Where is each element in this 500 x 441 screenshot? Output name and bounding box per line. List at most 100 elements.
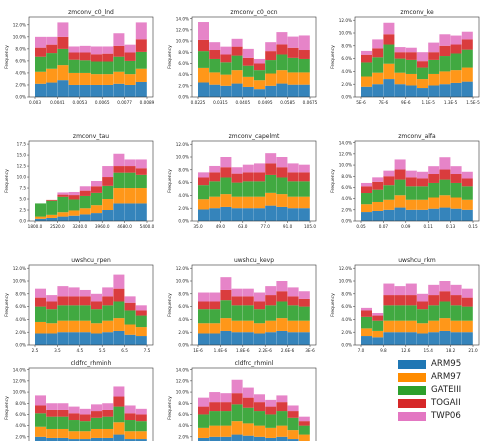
bar-uwshcu-rkm-arm97-6 bbox=[428, 320, 440, 333]
bar-zmconv-alfa-arm95-6 bbox=[428, 208, 440, 221]
bar-zmconv-alfa-gateiii-8 bbox=[450, 182, 462, 198]
bar-zmconv-ke-twp06-6 bbox=[428, 42, 440, 53]
xtick-label-zmconv-alfa-2: 0.09 bbox=[401, 224, 411, 229]
bar-zmconv-tau-twp06-2 bbox=[57, 192, 69, 195]
bar-cldfrc-rhminh-twp06-7 bbox=[113, 386, 125, 397]
ytick-label-uwshcu-rkm-1: 2.0% bbox=[341, 330, 352, 335]
bar-uwshcu-kevp-twp06-4 bbox=[242, 288, 254, 297]
bar-cldfrc-rhminl-arm95-4 bbox=[242, 435, 254, 441]
bar-uwshcu-rkm-gateiii-3 bbox=[394, 305, 406, 321]
ytick-label-zmconv-c0-lnd-3: 6.0% bbox=[15, 59, 26, 64]
bar-cldfrc-rhminh-arm97-8 bbox=[124, 431, 136, 440]
bar-uwshcu-rpen-togaii-9 bbox=[135, 310, 147, 316]
ytick-label-uwshcu-rpen-2: 4.0% bbox=[15, 317, 26, 322]
bar-cldfrc-rhminh-arm95-8 bbox=[124, 439, 136, 441]
bar-uwshcu-rkm-togaii-5 bbox=[417, 301, 428, 310]
bar-zmconv-ke-twp06-7 bbox=[439, 34, 451, 46]
bar-cldfrc-rhminl-twp06-4 bbox=[242, 387, 254, 398]
bar-uwshcu-kevp-arm97-6 bbox=[265, 320, 277, 333]
bar-uwshcu-kevp-gateiii-1 bbox=[209, 309, 221, 324]
bar-cldfrc-rhminl-gateiii-1 bbox=[209, 411, 221, 426]
bar-zmconv-ke-arm95-5 bbox=[417, 88, 428, 97]
bar-uwshcu-rpen-twp06-7 bbox=[113, 274, 125, 289]
bar-cldfrc-rhminl-gateiii-3 bbox=[231, 404, 243, 422]
xtick-label-zmconv-capelmt-4: 91.0 bbox=[283, 224, 293, 229]
ytick-label-zmconv-alfa-3: 6.0% bbox=[341, 185, 352, 190]
chart-title-uwshcu-rpen: uwshcu_rpen bbox=[71, 257, 111, 264]
bar-cldfrc-rhminh-arm95-4 bbox=[79, 439, 91, 441]
bar-zmconv-c0-lnd-togaii-6 bbox=[102, 53, 114, 62]
bar-uwshcu-rpen-twp06-2 bbox=[57, 286, 69, 297]
bar-cldfrc-rhminh-arm95-5 bbox=[91, 437, 102, 441]
ytick-label-cldfrc-rhminl-2: 4.0% bbox=[178, 423, 189, 428]
ytick-label-zmconv-capelmt-2: 4.0% bbox=[178, 193, 189, 198]
bar-zmconv-capelmt-twp06-2 bbox=[220, 157, 232, 168]
bar-cldfrc-rhminh-togaii-3 bbox=[68, 413, 80, 421]
bar-uwshcu-rpen-arm95-2 bbox=[57, 332, 69, 345]
bar-cldfrc-rhminl-gateiii-6 bbox=[265, 414, 277, 428]
bar-zmconv-capelmt-arm97-9 bbox=[298, 196, 310, 209]
bar-zmconv-ke-gateiii-5 bbox=[417, 67, 428, 80]
bar-uwshcu-rkm-arm95-4 bbox=[405, 332, 417, 345]
bar-uwshcu-rkm-twp06-1 bbox=[372, 313, 384, 316]
xtick-label-zmconv-tau-2: 3240.0 bbox=[72, 224, 87, 229]
bar-zmconv-alfa-arm97-2 bbox=[383, 199, 395, 210]
bar-zmconv-alfa-gateiii-1 bbox=[372, 189, 384, 202]
bar-zmconv-tau-togaii-7 bbox=[113, 166, 125, 173]
bar-zmconv-c0-ocn-gateiii-1 bbox=[209, 58, 221, 73]
bar-uwshcu-kevp-togaii-6 bbox=[265, 295, 277, 306]
bar-zmconv-tau-arm95-1 bbox=[46, 217, 58, 221]
bar-uwshcu-rpen-gateiii-8 bbox=[124, 310, 136, 325]
bar-cldfrc-rhminl-arm97-7 bbox=[276, 425, 288, 437]
xtick-label-zmconv-tau-0: 1800.0 bbox=[28, 224, 43, 229]
ytick-label-zmconv-c0-lnd-0: 0.0% bbox=[15, 95, 26, 100]
bar-zmconv-c0-lnd-arm95-8 bbox=[124, 84, 136, 97]
bar-uwshcu-kevp-togaii-9 bbox=[298, 298, 310, 307]
bar-cldfrc-rhminh-gateiii-7 bbox=[113, 406, 125, 423]
bar-zmconv-alfa-arm97-8 bbox=[450, 197, 462, 209]
bar-uwshcu-kevp-arm97-0 bbox=[198, 323, 209, 334]
bar-zmconv-capelmt-togaii-3 bbox=[231, 173, 243, 183]
bar-zmconv-capelmt-twp06-6 bbox=[265, 153, 277, 164]
bar-zmconv-ke-twp06-4 bbox=[405, 47, 417, 53]
bar-uwshcu-rpen-arm95-5 bbox=[91, 333, 102, 345]
bar-zmconv-tau-arm97-3 bbox=[68, 210, 80, 216]
bar-uwshcu-rkm-gateiii-8 bbox=[450, 305, 462, 321]
xtick-label-zmconv-c0-ocn-0: 0.0225 bbox=[191, 100, 206, 105]
bar-uwshcu-kevp-arm97-7 bbox=[276, 318, 288, 331]
bar-cldfrc-rhminl-twp06-9 bbox=[298, 416, 310, 422]
bar-uwshcu-rkm-gateiii-1 bbox=[372, 320, 384, 331]
xtick-label-uwshcu-rpen-2: 4.5 bbox=[76, 348, 83, 353]
ytick-label-zmconv-ke-5: 10.0% bbox=[339, 31, 352, 36]
ytick-label-uwshcu-kevp-6: 12.0% bbox=[176, 266, 189, 271]
bar-zmconv-c0-lnd-arm97-0 bbox=[35, 71, 46, 84]
bar-uwshcu-rkm-twp06-9 bbox=[461, 288, 473, 298]
ytick-label-zmconv-alfa-4: 8.0% bbox=[341, 174, 352, 179]
bar-zmconv-c0-lnd-arm95-7 bbox=[113, 83, 125, 97]
bar-uwshcu-rkm-arm95-7 bbox=[439, 330, 451, 345]
bar-cldfrc-rhminh-gateiii-3 bbox=[68, 420, 80, 432]
bar-zmconv-tau-twp06-9 bbox=[135, 159, 147, 169]
chart-title-zmconv-c0-lnd: zmconv_c0_lnd bbox=[68, 9, 114, 16]
bar-zmconv-c0-lnd-arm95-4 bbox=[79, 84, 91, 97]
bar-cldfrc-rhminl-arm97-5 bbox=[254, 425, 265, 437]
legend-swatch-arm97 bbox=[398, 372, 426, 382]
bar-zmconv-c0-ocn-arm95-0 bbox=[198, 82, 209, 97]
bar-zmconv-alfa-arm95-1 bbox=[372, 210, 384, 221]
bar-zmconv-c0-lnd-twp06-5 bbox=[91, 46, 102, 55]
bar-zmconv-tau-gateiii-4 bbox=[79, 195, 91, 209]
bar-cldfrc-rhminl-gateiii-4 bbox=[242, 407, 254, 424]
ytick-label-zmconv-c0-ocn-0: 0.0% bbox=[178, 95, 189, 100]
ytick-label-zmconv-c0-ocn-5: 10.0% bbox=[176, 39, 189, 44]
bar-uwshcu-rpen-twp06-8 bbox=[124, 296, 136, 303]
bar-uwshcu-rpen-gateiii-2 bbox=[57, 305, 69, 321]
bar-uwshcu-rkm-twp06-4 bbox=[405, 283, 417, 296]
xtick-label-zmconv-c0-ocn-1: 0.0315 bbox=[213, 100, 228, 105]
bar-zmconv-capelmt-arm95-8 bbox=[287, 208, 299, 221]
bar-uwshcu-rpen-togaii-8 bbox=[124, 302, 136, 311]
bar-cldfrc-rhminl-togaii-5 bbox=[254, 402, 265, 412]
ytick-label-zmconv-capelmt-5: 10.0% bbox=[176, 155, 189, 160]
bar-zmconv-ke-arm97-4 bbox=[405, 73, 417, 86]
ytick-label-zmconv-ke-0: 0.0% bbox=[341, 95, 352, 100]
